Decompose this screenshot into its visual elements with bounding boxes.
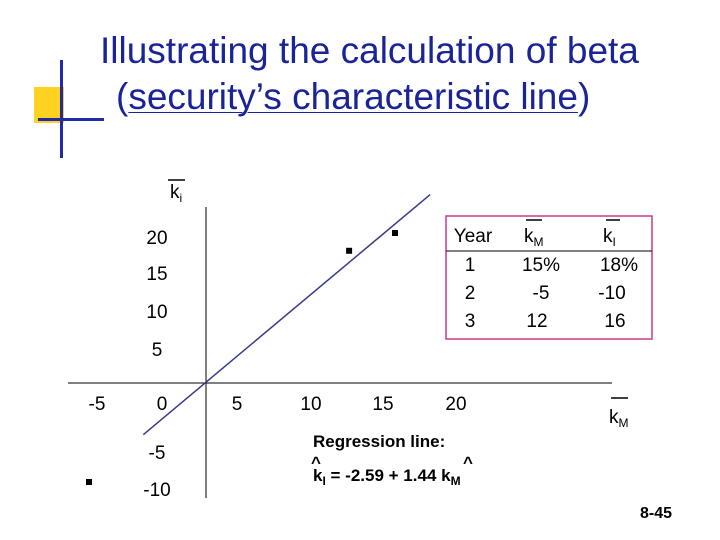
title-underlined-text: security’s characteristic line: [128, 76, 578, 117]
y-tick-label: 15: [146, 264, 167, 285]
equation-rhs-main: k: [441, 466, 451, 485]
table-header-ki-main: k: [603, 226, 613, 247]
regression-line: [142, 193, 431, 436]
x-tick-label: 0: [157, 394, 168, 415]
equation-middle: = -2.59 + 1.44: [326, 466, 441, 485]
y-tick-label: -10: [143, 480, 170, 501]
regression-hat-left: ^: [311, 453, 321, 472]
table-cell: 3: [465, 311, 476, 332]
equation-rhs-sub: M: [451, 474, 461, 488]
regression-hat-right: ^: [463, 453, 473, 472]
y-tick-label: -5: [149, 443, 166, 464]
table-cell: 12: [526, 311, 547, 332]
y-tick-label: 5: [152, 340, 163, 361]
y-axis-label-sub: i: [180, 191, 183, 205]
table-header-ki: kI: [603, 226, 616, 249]
table-header-km-sub: M: [534, 235, 544, 249]
title-line-1: Illustrating the calculation of beta: [100, 30, 639, 71]
page-number: 8-45: [640, 505, 673, 522]
x-tick-label: 15: [372, 394, 393, 415]
accent-vertical-line: [60, 60, 63, 158]
title-paren-open: (: [116, 76, 129, 117]
table-header-km: kM: [524, 226, 544, 249]
data-point: [86, 479, 92, 485]
x-tick-label: -5: [89, 394, 106, 415]
y-tick-label: 20: [146, 228, 167, 249]
x-axis-label-sub: M: [619, 416, 629, 430]
data-table-border: [445, 215, 653, 340]
accent-horizontal-line: [38, 118, 104, 121]
y-axis-label: ki: [170, 182, 182, 205]
table-header-ki-sub: I: [613, 235, 616, 249]
table-cell: 1: [465, 255, 476, 276]
y-tick-label: 10: [146, 302, 167, 323]
x-axis-label-main: k: [609, 407, 619, 428]
y-axis-label-main: k: [170, 182, 180, 203]
equation-lhs-sub: I: [322, 474, 325, 488]
regression-label: Regression line:: [313, 432, 445, 451]
table-header-year: Year: [454, 226, 493, 247]
plot-layer: [86, 193, 431, 485]
regression-equation: kI = -2.59 + 1.44 kM: [313, 466, 461, 488]
table-cell: 18%: [600, 255, 638, 276]
equation-lhs-main: k: [313, 466, 323, 485]
title-line-2: (security’s characteristic line): [100, 74, 710, 120]
data-point: [346, 247, 353, 254]
table-cell: 16: [604, 311, 625, 332]
x-tick-label: 20: [445, 394, 466, 415]
accent-block: [34, 87, 64, 123]
slide-title: Illustrating the calculation of beta (se…: [100, 28, 710, 120]
table-cell: 2: [465, 283, 476, 304]
data-point: [392, 230, 398, 236]
x-tick-label: 5: [232, 394, 243, 415]
table-cell: -10: [598, 283, 625, 304]
table-cell: -5: [533, 283, 550, 304]
x-axis-label: kM: [609, 407, 629, 430]
table-header-km-main: k: [524, 226, 534, 247]
x-tick-label: 10: [300, 394, 321, 415]
table-cell: 15%: [522, 255, 560, 276]
title-paren-close: ): [577, 76, 591, 117]
